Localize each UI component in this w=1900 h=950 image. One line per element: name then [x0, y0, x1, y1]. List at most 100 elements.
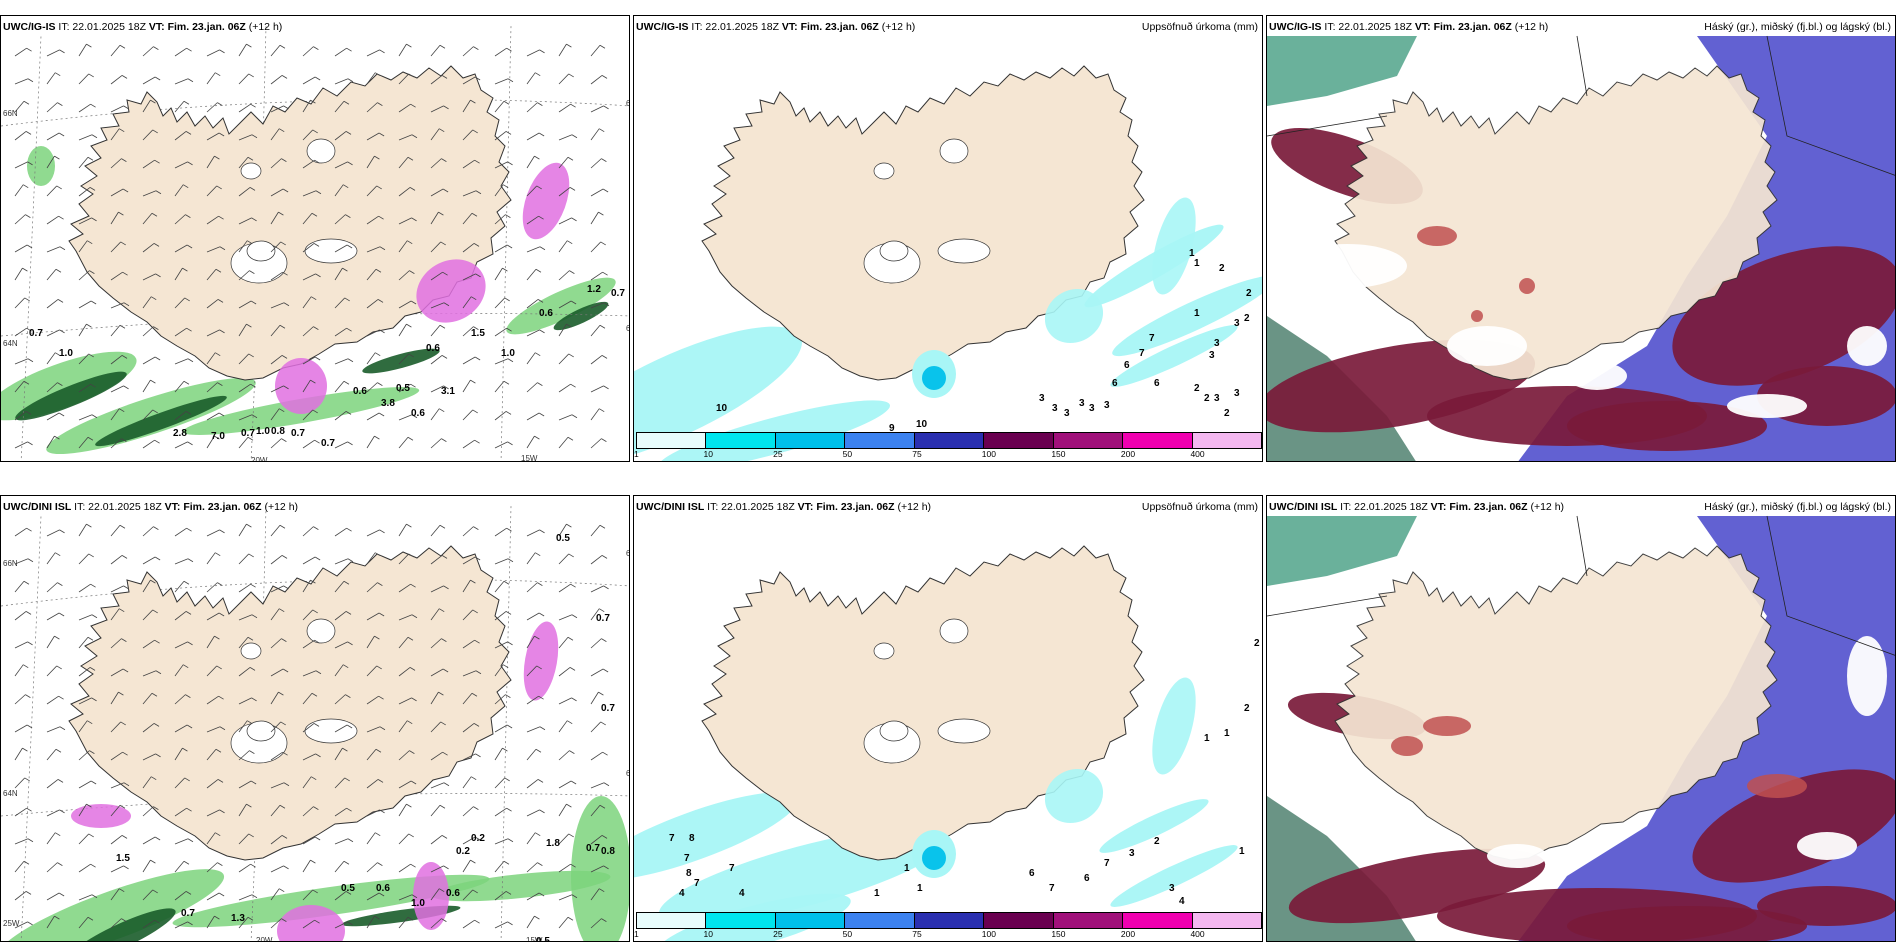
- glacier: [240, 162, 262, 180]
- heavy-precip-area: [95, 395, 227, 447]
- mixed-cloud-area: [1417, 226, 1457, 246]
- heavy-precip-area: [362, 348, 440, 374]
- precip-core: [922, 846, 946, 870]
- axis-label: 15W: [526, 936, 543, 942]
- value-label: 7: [684, 853, 690, 864]
- valid-time-label: VT:: [781, 21, 798, 33]
- precip-area: [1110, 325, 1238, 387]
- init-time: IT: 22.01.2025 18Z: [1340, 501, 1428, 513]
- valid-time-label: VT:: [148, 21, 165, 33]
- legend-swatch: [706, 433, 776, 448]
- value-label: 0.6: [376, 883, 390, 894]
- heavy-precip-area: [15, 371, 127, 421]
- legend-swatch: [984, 433, 1054, 448]
- mid-cloud-area: [1567, 906, 1807, 941]
- precip-area: [1110, 845, 1238, 907]
- valid-time: Fim. 23.jan. 06Z: [800, 21, 879, 33]
- snow-area: [71, 804, 131, 828]
- value-label: 10: [716, 403, 728, 414]
- value-label: 1: [1204, 733, 1210, 744]
- value-label: 0.5: [396, 383, 410, 394]
- value-label: 7: [694, 878, 700, 889]
- value-label: 0.7: [596, 613, 610, 624]
- mixed-cloud-area: [1471, 310, 1483, 322]
- high-cloud-area: [1267, 36, 1417, 106]
- value-label: 4: [1179, 896, 1185, 907]
- legend-ticks: 1 10 25 50 75 100 150 200 400: [634, 929, 1262, 939]
- glacier: [873, 162, 895, 180]
- legend-swatch: [1192, 913, 1261, 928]
- glacier: [304, 718, 358, 744]
- value-label: 8: [686, 868, 692, 879]
- lead-time: (+12 h): [881, 21, 916, 33]
- heavy-precip-area: [66, 908, 176, 941]
- precip-area: [1044, 288, 1104, 344]
- model-name: UWC/DINI ISL: [3, 501, 72, 513]
- value-label: 0.8: [601, 846, 615, 857]
- value-label: 1: [904, 863, 910, 874]
- mid-cloud-area: [1567, 401, 1767, 451]
- value-label: 6: [1154, 378, 1160, 389]
- precip-area: [634, 792, 798, 880]
- lead-time: (+12 h): [897, 501, 932, 513]
- mid-cloud-area: [1757, 886, 1895, 926]
- value-label: 3: [1052, 403, 1058, 414]
- value-label: 1: [874, 888, 880, 899]
- map-panel-ig-wind: UWC/IG-IS IT: 22.01.2025 18Z VT: Fim. 23…: [0, 15, 630, 462]
- glacier: [937, 238, 991, 264]
- boundary-lines: [1267, 35, 1895, 176]
- value-label: 1.5: [471, 328, 485, 339]
- lead-time: (+12 h): [264, 501, 299, 513]
- clear-sky-area: [1797, 832, 1857, 860]
- lead-time: (+12 h): [248, 21, 283, 33]
- legend-swatch: [775, 913, 846, 928]
- legend-swatch: [637, 433, 707, 448]
- precip-legend: 1 10 25 50 75 100 150 200 400: [634, 432, 1262, 459]
- value-label: 3: [1234, 388, 1240, 399]
- clear-sky-area: [1287, 244, 1407, 288]
- value-label: 9: [889, 423, 895, 434]
- map-panel-dini-cloud: UWC/DINI ISL IT: 22.01.2025 18Z VT: Fim.…: [1266, 495, 1896, 942]
- value-label: 0.2: [471, 833, 485, 844]
- mid-cloud-area: [1672, 246, 1895, 386]
- value-label: 3: [1039, 393, 1045, 404]
- precip-area: [172, 874, 490, 928]
- wind-map: 0.71.02.8 7.0 0.7 1.0 0.8 0.70.70.60.60.53.83…: [1, 16, 629, 462]
- snow-area: [413, 862, 449, 930]
- precip-area: [46, 377, 256, 455]
- valid-time: Fim. 23.jan. 06Z: [1433, 21, 1512, 33]
- value-label: 3: [1064, 408, 1070, 419]
- lead-time: (+12 h): [1530, 501, 1565, 513]
- mid-cloud-area: [1692, 769, 1895, 883]
- axis-label: 25W: [3, 919, 20, 928]
- precip-area: [1, 351, 137, 421]
- legend-tick-label: 1: [634, 449, 639, 459]
- panel-header: UWC/DINI ISL IT: 22.01.2025 18Z VT: Fim.…: [3, 501, 298, 513]
- mixed-cloud-area: [1423, 716, 1471, 736]
- value-label: 4: [739, 888, 745, 899]
- value-label: 6: [1124, 360, 1130, 371]
- value-label: 10: [916, 419, 928, 430]
- glacier: [879, 720, 909, 742]
- value-label: 1: [1194, 308, 1200, 319]
- axis-label: 64N: [626, 769, 630, 778]
- value-label: 0.6: [426, 343, 440, 354]
- axis-label: 20W: [251, 456, 268, 462]
- value-label: 1: [1194, 258, 1200, 269]
- valid-time-label: VT:: [797, 501, 814, 513]
- iceland-landmass: [701, 545, 1145, 861]
- value-label: 0.6: [446, 888, 460, 899]
- glacier: [306, 138, 336, 164]
- precip-area: [634, 326, 803, 461]
- value-label: 3: [1104, 400, 1110, 411]
- value-label: 0.7: [601, 703, 615, 714]
- panel-title: Háský (gr.), miðský (fj.bl.) og lágský (…: [1704, 21, 1891, 33]
- value-label: 2: [1246, 288, 1252, 299]
- map-panel-ig-precip: UWC/IG-IS IT: 22.01.2025 18Z VT: Fim. 23…: [633, 15, 1263, 462]
- valid-time: Fim. 23.jan. 06Z: [1449, 501, 1528, 513]
- mixed-cloud-area: [1747, 774, 1807, 798]
- map-panel-dini-precip: UWC/DINI ISL IT: 22.01.2025 18Z VT: Fim.…: [633, 495, 1263, 942]
- legend-swatch: [914, 433, 985, 448]
- value-label: 0.5: [341, 883, 355, 894]
